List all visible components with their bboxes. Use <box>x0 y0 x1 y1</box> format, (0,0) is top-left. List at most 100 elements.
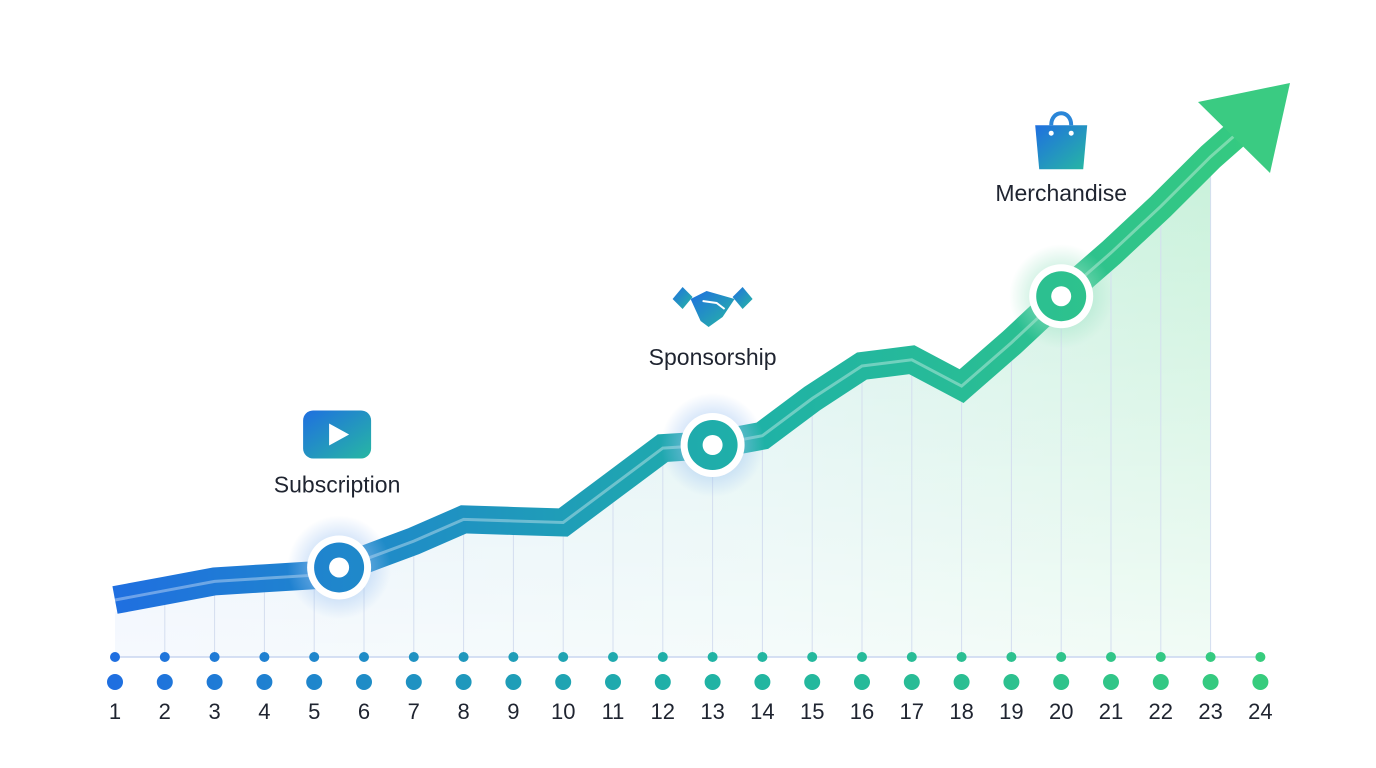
axis-marker-dot-11 <box>605 674 621 690</box>
axis-marker-dot-7 <box>405 674 422 690</box>
axis-marker-dot-12 <box>654 674 671 690</box>
axis-tick-dot-9 <box>508 652 519 662</box>
x-tick-label-24: 24 <box>1248 699 1272 724</box>
x-tick-label-10: 10 <box>551 699 575 724</box>
axis-tick-dot-15 <box>807 652 818 662</box>
axis-tick-dot-20 <box>1056 652 1067 662</box>
axis-tick-dot-14 <box>757 652 768 662</box>
axis-marker-dot-13 <box>704 674 721 690</box>
axis-tick-dot-21 <box>1106 652 1116 662</box>
vertical-guides <box>164 170 1212 657</box>
axis-marker-dot-20 <box>1053 674 1070 690</box>
shopping-bag-icon-handle <box>1049 111 1074 126</box>
x-tick-label-1: 1 <box>109 699 121 724</box>
axis-marker-dot-19 <box>1003 674 1020 690</box>
axis-tick-dot-3 <box>209 652 220 662</box>
x-tick-label-21: 21 <box>1099 699 1123 724</box>
milestone-labels: Subscription Sponsorship Merchandise <box>274 111 1127 497</box>
axis-tick-dot-18 <box>956 652 967 662</box>
x-tick-label-15: 15 <box>800 699 824 724</box>
x-axis: 1 2 3 4 5 6 7 8 9 10 11 12 13 14 15 16 17 18 19 20 21 22 23 24 <box>107 652 1273 724</box>
x-tick-label-23: 23 <box>1198 699 1222 724</box>
axis-marker-dot-5 <box>306 674 323 690</box>
x-tick-label-11: 11 <box>602 699 625 724</box>
video-play-icon <box>303 410 372 459</box>
axis-marker-dot-22 <box>1152 674 1169 690</box>
axis-tick-dot-7 <box>408 652 419 662</box>
axis-marker-dot-3 <box>206 674 223 690</box>
milestone-marker-subscription <box>287 515 392 620</box>
axis-tick-dot-22 <box>1155 652 1166 662</box>
axis-marker-dot-10 <box>555 674 572 690</box>
shopping-bag-icon-eyelet <box>1048 130 1054 136</box>
axis-marker-dot-17 <box>903 674 920 690</box>
x-tick-label-9: 9 <box>507 699 519 724</box>
area-fade-shape <box>115 168 1211 657</box>
x-tick-label-7: 7 <box>408 699 420 724</box>
x-tick-label-22: 22 <box>1149 699 1173 724</box>
x-tick-label-20: 20 <box>1049 699 1073 724</box>
shopping-bag-icon-body <box>1035 125 1088 170</box>
shopping-bag-icon <box>1035 111 1088 170</box>
axis-marker-dot-21 <box>1103 674 1119 690</box>
axis-marker-dot-23 <box>1202 674 1219 690</box>
x-tick-label-13: 13 <box>700 699 724 724</box>
axis-tick-dot-8 <box>458 652 469 662</box>
axis-tick-dot-10 <box>558 652 569 662</box>
x-tick-label-17: 17 <box>900 699 924 724</box>
axis-tick-dot-1 <box>110 652 120 662</box>
video-play-icon-triangle <box>329 423 350 446</box>
area-fill <box>115 168 1211 657</box>
axis-marker-dot-14 <box>754 674 771 690</box>
axis-marker-dot-2 <box>156 674 173 690</box>
axis-tick-dot-24 <box>1255 652 1266 662</box>
x-tick-label-12: 12 <box>651 699 675 724</box>
axis-tick-dot-4 <box>259 652 270 662</box>
milestone-label-sponsorship: Sponsorship <box>649 344 777 370</box>
handshake-icon-shape <box>672 287 753 327</box>
x-tick-label-3: 3 <box>208 699 220 724</box>
x-tick-label-16: 16 <box>850 699 874 724</box>
axis-tick-dot-2 <box>159 652 170 662</box>
x-tick-label-8: 8 <box>457 699 469 724</box>
axis-marker-dot-24 <box>1252 674 1269 690</box>
x-tick-label-19: 19 <box>999 699 1023 724</box>
arrow-head <box>1198 83 1290 173</box>
axis-marker-dot-8 <box>455 674 472 690</box>
axis-tick-dot-6 <box>359 652 369 662</box>
axis-tick-dot-5 <box>309 652 320 662</box>
milestone-merchandise: Merchandise <box>995 111 1127 206</box>
axis-marker-dot-6 <box>356 674 372 690</box>
x-tick-label-2: 2 <box>159 699 171 724</box>
handshake-icon <box>672 287 753 327</box>
axis-marker-dot-4 <box>256 674 273 690</box>
axis-tick-dot-13 <box>707 652 718 662</box>
milestone-label-subscription: Subscription <box>274 471 401 497</box>
axis-tick-dot-11 <box>608 652 618 662</box>
axis-tick-dot-19 <box>1006 652 1017 662</box>
milestone-marker-sponsorship <box>660 393 765 497</box>
marker-center <box>329 557 350 578</box>
axis-tick-dot-16 <box>857 652 867 662</box>
x-tick-label-4: 4 <box>258 699 270 724</box>
axis-marker-dot-15 <box>804 674 821 690</box>
milestone-marker-merchandise <box>1009 244 1114 349</box>
shopping-bag-icon-eyelet <box>1068 130 1074 136</box>
axis-marker-dot-18 <box>953 674 970 690</box>
milestone-markers <box>287 244 1114 620</box>
axis-tick-dot-17 <box>906 652 917 662</box>
axis-marker-dot-1 <box>107 674 123 690</box>
axis-tick-dot-23 <box>1205 652 1216 662</box>
marker-center <box>702 435 723 455</box>
x-tick-label-5: 5 <box>308 699 320 724</box>
axis-marker-dot-9 <box>505 674 522 690</box>
milestone-subscription: Subscription <box>274 410 401 497</box>
x-tick-label-18: 18 <box>949 699 973 724</box>
axis-marker-dot-16 <box>854 674 870 690</box>
marker-center <box>1051 286 1072 307</box>
x-tick-label-14: 14 <box>750 699 774 724</box>
milestone-label-merchandise: Merchandise <box>995 180 1127 206</box>
axis-tick-dot-12 <box>657 652 668 662</box>
